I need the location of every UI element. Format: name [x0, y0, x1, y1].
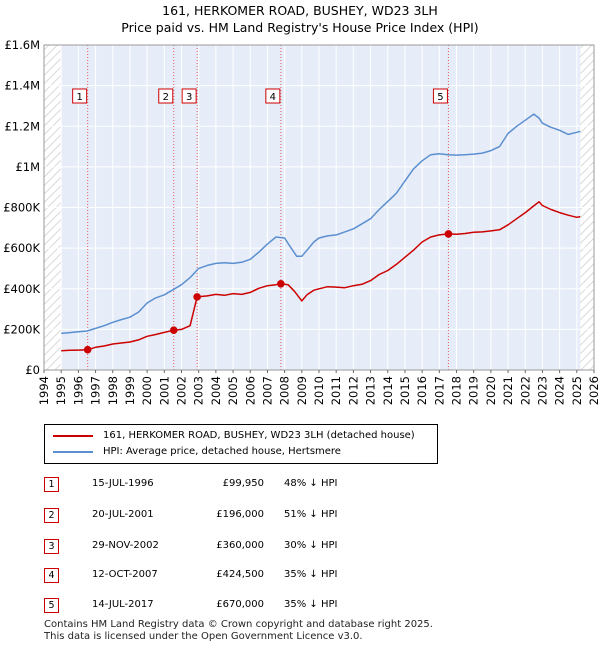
- x-tick-label: 2002: [175, 376, 189, 405]
- sale-label-box: [265, 88, 281, 104]
- transaction-price: £360,000: [216, 540, 264, 551]
- y-tick-label: £1M: [15, 160, 40, 174]
- y-tick-label: £1.4M: [4, 79, 40, 93]
- transaction-date: 14-JUL-2017: [92, 599, 154, 610]
- sale-point: [444, 230, 453, 238]
- transaction-number: 2: [44, 508, 59, 523]
- x-tick-label: 2011: [329, 376, 343, 405]
- sale-label-number: 3: [186, 92, 192, 103]
- x-tick-label: 2020: [484, 376, 498, 405]
- y-tick-label: £800K: [3, 201, 40, 215]
- x-tick-label: 2013: [364, 376, 378, 405]
- chart-subtitle: Price paid vs. HM Land Registry's House …: [121, 20, 479, 35]
- transaction-date: 20-JUL-2001: [92, 509, 154, 520]
- x-tick-label: 2009: [295, 376, 309, 405]
- transaction-price: £99,950: [222, 478, 264, 489]
- transaction-date: 12-OCT-2007: [92, 569, 158, 580]
- x-tick-label: 1998: [106, 376, 120, 405]
- x-tick-label: 2008: [278, 376, 292, 405]
- legend-swatch-property: [53, 434, 93, 437]
- transaction-hpi: 35% ↓ HPI: [284, 599, 338, 610]
- transaction-number: 5: [44, 598, 59, 613]
- transaction-hpi: 48% ↓ HPI: [284, 478, 338, 489]
- sale-point: [277, 279, 285, 288]
- series-line: [61, 201, 581, 352]
- chart-title: 161, HERKOMER ROAD, BUSHEY, WD23 3LH: [162, 3, 438, 18]
- transaction-price: £196,000: [216, 509, 264, 520]
- x-tick-label: 2022: [518, 376, 532, 405]
- legend-swatch-hpi: [53, 450, 93, 453]
- y-tick-label: £1.6M: [4, 38, 40, 52]
- x-tick-label: 2007: [260, 376, 274, 405]
- x-tick-label: 2004: [209, 376, 223, 405]
- x-tick-label: 2019: [467, 376, 481, 405]
- x-tick-label: 1997: [89, 376, 103, 405]
- x-tick-label: 2017: [432, 376, 446, 405]
- sale-label-box: [158, 88, 174, 104]
- transaction-price: £670,000: [216, 599, 264, 610]
- x-tick-label: 2003: [192, 376, 206, 405]
- series-line: [61, 113, 581, 335]
- sale-point: [83, 345, 92, 354]
- transaction-number: 4: [44, 568, 59, 583]
- x-tick-label: 2023: [535, 376, 549, 405]
- sale-label-box: [432, 88, 448, 104]
- sale-label-number: 1: [76, 92, 82, 103]
- sale-label-number: 5: [437, 92, 443, 103]
- y-tick-label: £0: [25, 363, 40, 377]
- x-tick-label: 2005: [226, 376, 240, 405]
- x-tick-label: 2014: [381, 376, 395, 405]
- footer-licence: This data is licensed under the Open Gov…: [44, 631, 363, 642]
- price-chart: £0 £200K £400K £600K £800K £1M £1.2M £1.4M £1.6M…: [3, 38, 600, 405]
- x-tick-label: 2000: [140, 376, 154, 405]
- y-tick-label: £600K: [3, 241, 40, 255]
- x-tick-label: 2018: [450, 376, 464, 405]
- sale-point: [193, 293, 201, 301]
- x-tick-label: 1996: [71, 376, 85, 405]
- x-tick-label: 1999: [123, 376, 137, 405]
- transaction-number: 3: [44, 539, 59, 554]
- transaction-date: 29-NOV-2002: [92, 540, 159, 551]
- chart-legend: 161, HERKOMER ROAD, BUSHEY, WD23 3LH (de…: [44, 424, 438, 464]
- x-tick-label: 2021: [501, 376, 515, 405]
- x-tick-label: 1995: [54, 376, 68, 405]
- sale-label-box: [72, 88, 88, 104]
- transaction-hpi: 35% ↓ HPI: [284, 569, 338, 580]
- footer-copyright: Contains HM Land Registry data © Crown c…: [44, 619, 433, 630]
- legend-label-hpi: HPI: Average price, detached house, Hert…: [103, 446, 341, 457]
- x-tick-label: 2006: [243, 376, 257, 405]
- sale-label-number: 4: [270, 92, 276, 103]
- footer: Contains HM Land Registry data © Crown c…: [44, 619, 433, 643]
- sale-label-box: [181, 88, 197, 104]
- transaction-price: £424,500: [216, 569, 264, 580]
- transaction-hpi: 51% ↓ HPI: [284, 509, 338, 520]
- x-tick-label: 2025: [570, 376, 584, 405]
- y-tick-label: £200K: [3, 322, 40, 336]
- sale-label-number: 2: [163, 92, 169, 103]
- x-tick-label: 2024: [553, 376, 567, 405]
- legend-item-hpi: HPI: Average price, detached house, Hert…: [53, 446, 341, 457]
- x-tick-label: 1994: [37, 376, 51, 405]
- transaction-number: 1: [44, 477, 59, 492]
- x-tick-label: 2016: [415, 376, 429, 405]
- legend-item-property: 161, HERKOMER ROAD, BUSHEY, WD23 3LH (de…: [53, 430, 415, 441]
- y-tick-label: £400K: [3, 282, 40, 296]
- x-tick-label: 2001: [157, 376, 171, 405]
- transaction-date: 15-JUL-1996: [92, 478, 154, 489]
- x-tick-label: 2026: [587, 376, 600, 405]
- x-tick-label: 2012: [346, 376, 360, 405]
- transaction-hpi: 30% ↓ HPI: [284, 540, 338, 551]
- y-tick-label: £1.2M: [4, 119, 40, 133]
- x-tick-label: 2010: [312, 376, 326, 405]
- x-tick-label: 2015: [398, 376, 412, 405]
- legend-label-property: 161, HERKOMER ROAD, BUSHEY, WD23 3LH (de…: [103, 430, 415, 441]
- sale-point: [169, 326, 178, 334]
